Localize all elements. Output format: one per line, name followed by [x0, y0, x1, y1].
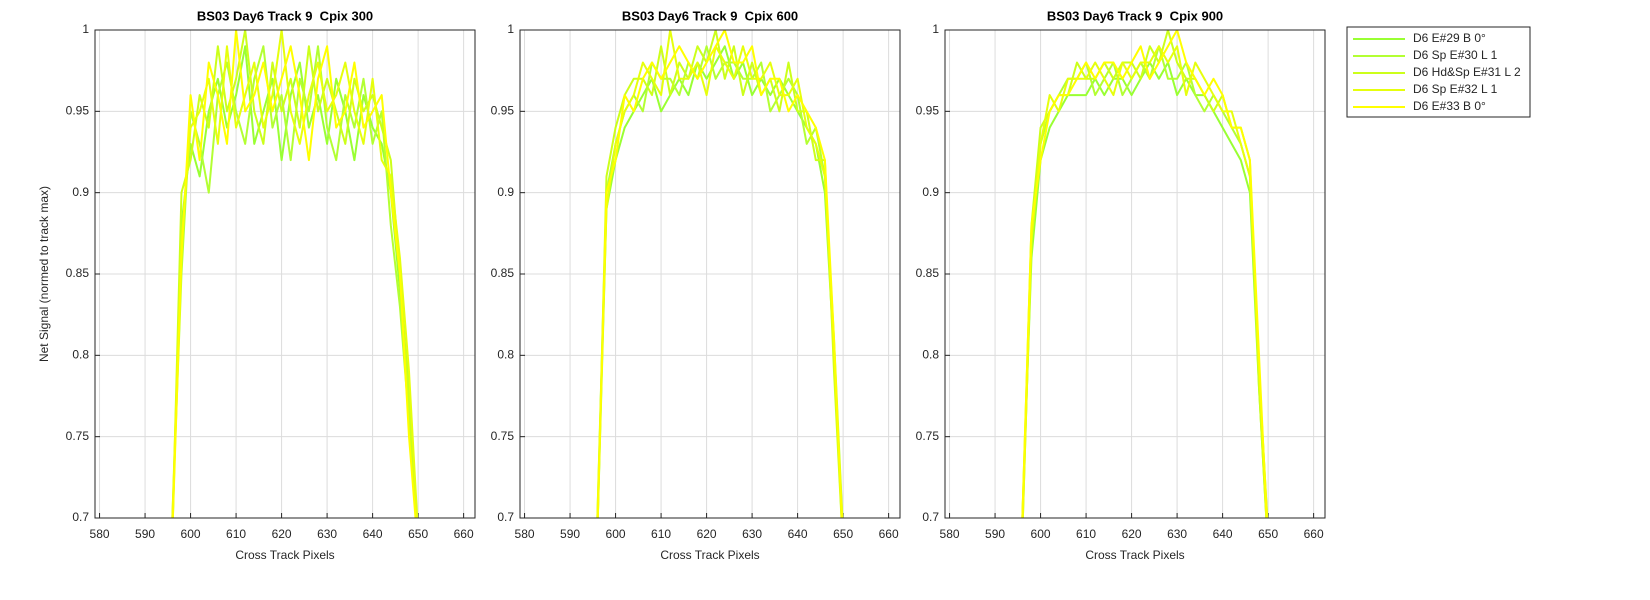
- chart-title: BS03 Day6 Track 9 Cpix 900: [1047, 8, 1223, 23]
- y-tick-label: 0.75: [66, 429, 90, 443]
- legend-label: D6 E#29 B 0°: [1413, 31, 1486, 45]
- y-tick-label: 0.8: [922, 348, 939, 362]
- y-tick-label: 0.85: [66, 266, 90, 280]
- y-tick-label: 0.95: [491, 104, 515, 118]
- x-tick-label: 640: [1213, 527, 1233, 541]
- legend-label: D6 Sp E#30 L 1: [1413, 48, 1498, 62]
- x-tick-label: 660: [879, 527, 899, 541]
- x-tick-label: 630: [317, 527, 337, 541]
- series-line: [1021, 30, 1268, 518]
- y-tick-label: 0.9: [72, 185, 89, 199]
- x-tick-label: 600: [606, 527, 626, 541]
- y-tick-label: 0.7: [497, 510, 514, 524]
- axes-box: [519, 29, 901, 519]
- chart-title: BS03 Day6 Track 9 Cpix 300: [197, 8, 373, 23]
- plot-lines: [171, 30, 419, 518]
- x-tick-label: 660: [1304, 527, 1324, 541]
- x-tick-label: 650: [408, 527, 428, 541]
- x-tick-label: 610: [651, 527, 671, 541]
- series-line: [596, 30, 843, 518]
- x-tick-label: 610: [1076, 527, 1096, 541]
- plot-lines: [1021, 30, 1269, 518]
- x-tick-label: 620: [697, 527, 717, 541]
- legend-label: D6 Hd&Sp E#31 L 2: [1413, 65, 1521, 79]
- plot-lines: [596, 30, 844, 518]
- x-tick-label: 640: [788, 527, 808, 541]
- series-line: [1021, 45, 1269, 518]
- y-tick-label: 0.7: [72, 510, 89, 524]
- x-tick-label: 630: [742, 527, 762, 541]
- x-tick-label: 600: [181, 527, 201, 541]
- x-axis-label: Cross Track Pixels: [660, 548, 759, 562]
- y-tick-label: 0.75: [916, 429, 940, 443]
- x-tick-label: 620: [272, 527, 292, 541]
- series-line: [596, 45, 844, 518]
- y-tick-label: 0.9: [497, 185, 514, 199]
- series-line: [171, 30, 417, 518]
- y-axis-label: Net Signal (normed to track max): [37, 186, 51, 362]
- y-tick-label: 1: [507, 22, 514, 36]
- legend-label: D6 E#33 B 0°: [1413, 99, 1486, 113]
- x-tick-label: 640: [363, 527, 383, 541]
- axes-box: [944, 29, 1326, 519]
- x-tick-label: 590: [560, 527, 580, 541]
- x-tick-label: 650: [1258, 527, 1278, 541]
- chart-title: BS03 Day6 Track 9 Cpix 600: [622, 8, 798, 23]
- y-tick-label: 0.85: [491, 266, 515, 280]
- y-tick-label: 0.8: [72, 348, 89, 362]
- y-tick-label: 0.85: [916, 266, 940, 280]
- x-tick-label: 590: [985, 527, 1005, 541]
- y-tick-label: 0.75: [491, 429, 515, 443]
- y-tick-label: 0.9: [922, 185, 939, 199]
- x-tick-label: 580: [90, 527, 110, 541]
- x-tick-label: 600: [1031, 527, 1051, 541]
- x-axis-label: Cross Track Pixels: [1085, 548, 1184, 562]
- series-line: [171, 30, 419, 518]
- x-tick-label: 590: [135, 527, 155, 541]
- x-tick-label: 660: [454, 527, 474, 541]
- y-tick-label: 0.95: [66, 104, 90, 118]
- legend-label: D6 Sp E#32 L 1: [1413, 82, 1498, 96]
- x-tick-label: 630: [1167, 527, 1187, 541]
- y-tick-label: 0.95: [916, 104, 940, 118]
- axes-box: [94, 29, 476, 519]
- x-axis-label: Cross Track Pixels: [235, 548, 334, 562]
- x-tick-label: 620: [1122, 527, 1142, 541]
- y-tick-label: 1: [932, 22, 939, 36]
- x-tick-label: 580: [515, 527, 535, 541]
- y-tick-label: 1: [82, 22, 89, 36]
- y-tick-label: 0.8: [497, 348, 514, 362]
- x-tick-label: 650: [833, 527, 853, 541]
- y-tick-label: 0.7: [922, 510, 939, 524]
- x-tick-label: 610: [226, 527, 246, 541]
- x-tick-label: 580: [940, 527, 960, 541]
